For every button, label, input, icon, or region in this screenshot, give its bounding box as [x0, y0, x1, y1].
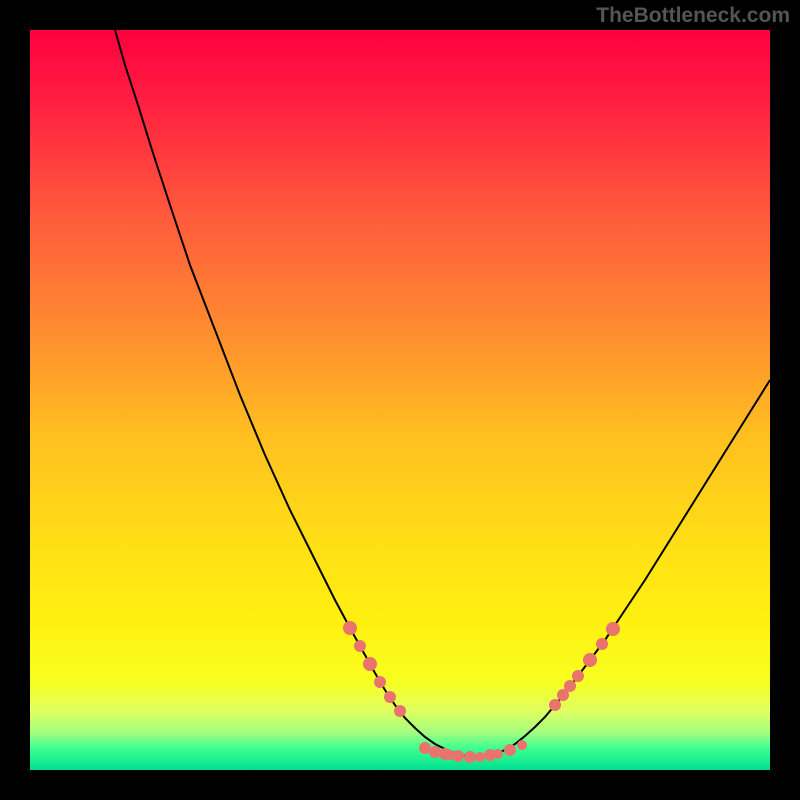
marker-point: [549, 699, 561, 711]
marker-point: [564, 680, 576, 692]
chart-svg: [30, 30, 770, 770]
marker-point: [374, 676, 386, 688]
marker-point: [583, 653, 597, 667]
marker-point: [394, 705, 406, 717]
chart-container: TheBottleneck.com: [0, 0, 800, 800]
marker-point: [354, 640, 366, 652]
marker-point: [384, 691, 396, 703]
marker-point: [363, 657, 377, 671]
marker-point: [572, 670, 584, 682]
marker-point: [606, 622, 620, 636]
marker-point: [475, 752, 485, 762]
marker-point: [464, 751, 476, 763]
marker-point: [343, 621, 357, 635]
gradient-background: [30, 30, 770, 770]
marker-point: [504, 744, 516, 756]
marker-point: [493, 749, 503, 759]
marker-point: [517, 740, 527, 750]
marker-point: [429, 746, 441, 758]
plot-area: [30, 30, 770, 770]
marker-point: [452, 750, 464, 762]
marker-point: [596, 638, 608, 650]
watermark-text: TheBottleneck.com: [596, 4, 790, 28]
